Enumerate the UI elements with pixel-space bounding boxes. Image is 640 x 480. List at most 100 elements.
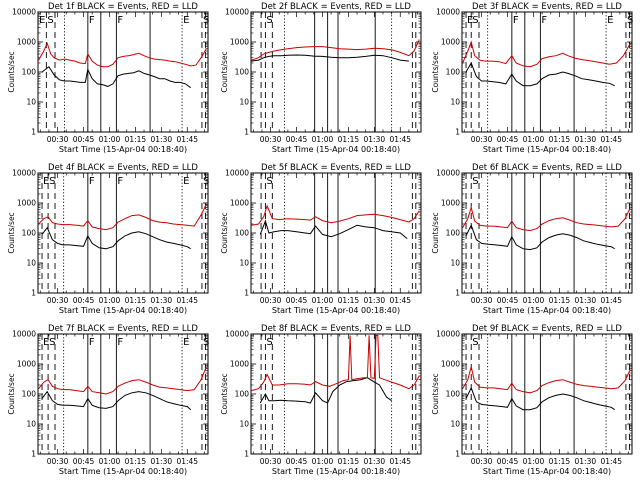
x-tick-label: 00:45 xyxy=(73,296,95,305)
x-tick-label: 01:15 xyxy=(549,296,571,305)
plot-area xyxy=(38,12,207,132)
event-marker-label: F xyxy=(117,15,123,26)
x-tick-label: 01:30 xyxy=(151,457,173,466)
y-tick-label: 1 xyxy=(244,289,249,298)
y-tick-label: 1000 xyxy=(441,360,460,369)
chart-panel: Det 7f BLACK = Events, RED = LLD 1 10 100 10… xyxy=(7,324,209,476)
x-axis-label: Start Time (15-Apr-04 00:18:40) xyxy=(483,145,611,154)
x-tick-label: 01:45 xyxy=(389,135,411,144)
x-axis-label: Start Time (15-Apr-04 00:18:40) xyxy=(272,467,400,476)
y-tick-label: 100 xyxy=(235,68,250,77)
x-tick-label: 01:45 xyxy=(176,457,198,466)
y-tick-label: 10000 xyxy=(12,330,36,339)
y-axis-label: Counts/sec xyxy=(7,51,16,92)
chart-title: Det 5f BLACK = Events, RED = LLD xyxy=(261,163,411,173)
y-tick-label: 10000 xyxy=(12,8,36,17)
x-tick-label: 00:30 xyxy=(47,457,69,466)
y-tick-label: 1000 xyxy=(441,38,460,47)
y-axis-label: Counts/sec xyxy=(431,373,440,414)
plot-area xyxy=(251,12,420,132)
series-line-lld xyxy=(38,204,207,231)
event-marker-label: F xyxy=(89,337,95,348)
series-line-events xyxy=(251,54,409,62)
plot-frame xyxy=(461,11,633,133)
y-tick-label: 1 xyxy=(455,128,460,137)
chart-title: Det 1f BLACK = Events, RED = LLD xyxy=(48,2,198,12)
series-line-lld xyxy=(462,205,631,232)
plot-frame xyxy=(461,333,633,455)
x-axis-label: Start Time (15-Apr-04 00:18:40) xyxy=(59,306,187,315)
chart-panel: Det 4f BLACK = Events, RED = LLD 1 10 100 10… xyxy=(7,163,209,315)
x-tick-label: 00:45 xyxy=(73,457,95,466)
plot-frame xyxy=(250,172,422,294)
x-tick-label: 01:00 xyxy=(99,296,121,305)
x-tick-label: 01:00 xyxy=(312,457,334,466)
event-marker-label: S xyxy=(47,15,53,26)
event-marker-label: E xyxy=(467,15,473,26)
event-marker-label: S xyxy=(49,337,55,348)
y-tick-label: 1 xyxy=(31,289,36,298)
y-tick-label: 1 xyxy=(455,289,460,298)
plot-frame xyxy=(37,11,209,133)
x-tick-label: 01:30 xyxy=(364,135,386,144)
y-axis-label: Counts/sec xyxy=(220,373,229,414)
series-line-events xyxy=(259,377,392,404)
x-tick-label: 01:15 xyxy=(338,457,360,466)
x-tick-label: 01:15 xyxy=(549,457,571,466)
chart-title: Det 6f BLACK = Events, RED = LLD xyxy=(472,163,622,173)
chart-panel: Det 2f BLACK = Events, RED = LLD 1 10 100 10… xyxy=(220,2,422,154)
chart-title: Det 4f BLACK = Events, RED = LLD xyxy=(48,163,198,173)
y-tick-label: 10 xyxy=(450,259,460,268)
chart-panel: Det 6f BLACK = Events, RED = LLD 1 10 100 10… xyxy=(431,163,633,315)
event-marker-label: F xyxy=(117,176,123,187)
x-tick-label: 01:15 xyxy=(125,296,147,305)
x-tick-label: 01:00 xyxy=(99,135,121,144)
plot-area xyxy=(251,334,420,454)
y-tick-label: 10 xyxy=(26,259,36,268)
x-axis-label: Start Time (15-Apr-04 00:18:40) xyxy=(272,306,400,315)
x-tick-label: 01:00 xyxy=(312,296,334,305)
event-marker-label: S xyxy=(472,337,478,348)
event-marker-label: E xyxy=(43,337,49,348)
event-marker-label: E xyxy=(43,176,49,187)
x-tick-label: 01:30 xyxy=(364,296,386,305)
event-marker-label: E xyxy=(607,15,613,26)
y-tick-label: 10000 xyxy=(12,169,36,178)
y-tick-label: 10000 xyxy=(225,330,249,339)
chart-panel: Det 3f BLACK = Events, RED = LLD 1 10 100 10… xyxy=(431,2,633,154)
y-axis-label: Counts/sec xyxy=(7,212,16,253)
x-tick-label: 01:00 xyxy=(312,135,334,144)
x-tick-label: 00:45 xyxy=(497,135,519,144)
x-tick-label: 01:00 xyxy=(523,135,545,144)
plot-frame xyxy=(461,172,633,294)
chart-panel: Det 1f BLACK = Events, RED = LLD 1 10 100 10… xyxy=(7,2,209,154)
y-tick-label: 1000 xyxy=(441,199,460,208)
x-tick-label: 01:15 xyxy=(549,135,571,144)
y-tick-label: 10000 xyxy=(436,169,460,178)
y-tick-label: 100 xyxy=(22,229,37,238)
x-tick-label: 00:30 xyxy=(47,296,69,305)
plot-frame xyxy=(250,333,422,455)
series-line-lld xyxy=(38,366,207,395)
x-tick-label: 01:45 xyxy=(389,457,411,466)
event-marker-label: S xyxy=(266,337,272,348)
y-tick-label: 1000 xyxy=(17,199,36,208)
x-tick-label: 01:30 xyxy=(151,296,173,305)
event-marker-label: S xyxy=(49,176,55,187)
y-axis-label: Counts/sec xyxy=(7,373,16,414)
x-tick-label: 01:45 xyxy=(600,135,622,144)
x-tick-label: 01:00 xyxy=(99,457,121,466)
x-tick-label: 01:45 xyxy=(600,457,622,466)
y-axis-label: Counts/sec xyxy=(431,212,440,253)
series-line-lld xyxy=(462,366,631,394)
event-marker-label: F xyxy=(89,15,95,26)
y-tick-label: 1 xyxy=(244,128,249,137)
y-tick-label: 100 xyxy=(235,390,250,399)
plot-area xyxy=(251,173,420,293)
event-marker-label: F xyxy=(541,15,547,26)
x-tick-label: 00:30 xyxy=(47,135,69,144)
x-tick-label: 00:30 xyxy=(260,135,282,144)
x-tick-label: 01:30 xyxy=(151,135,173,144)
x-axis-label: Start Time (15-Apr-04 00:18:40) xyxy=(272,145,400,154)
